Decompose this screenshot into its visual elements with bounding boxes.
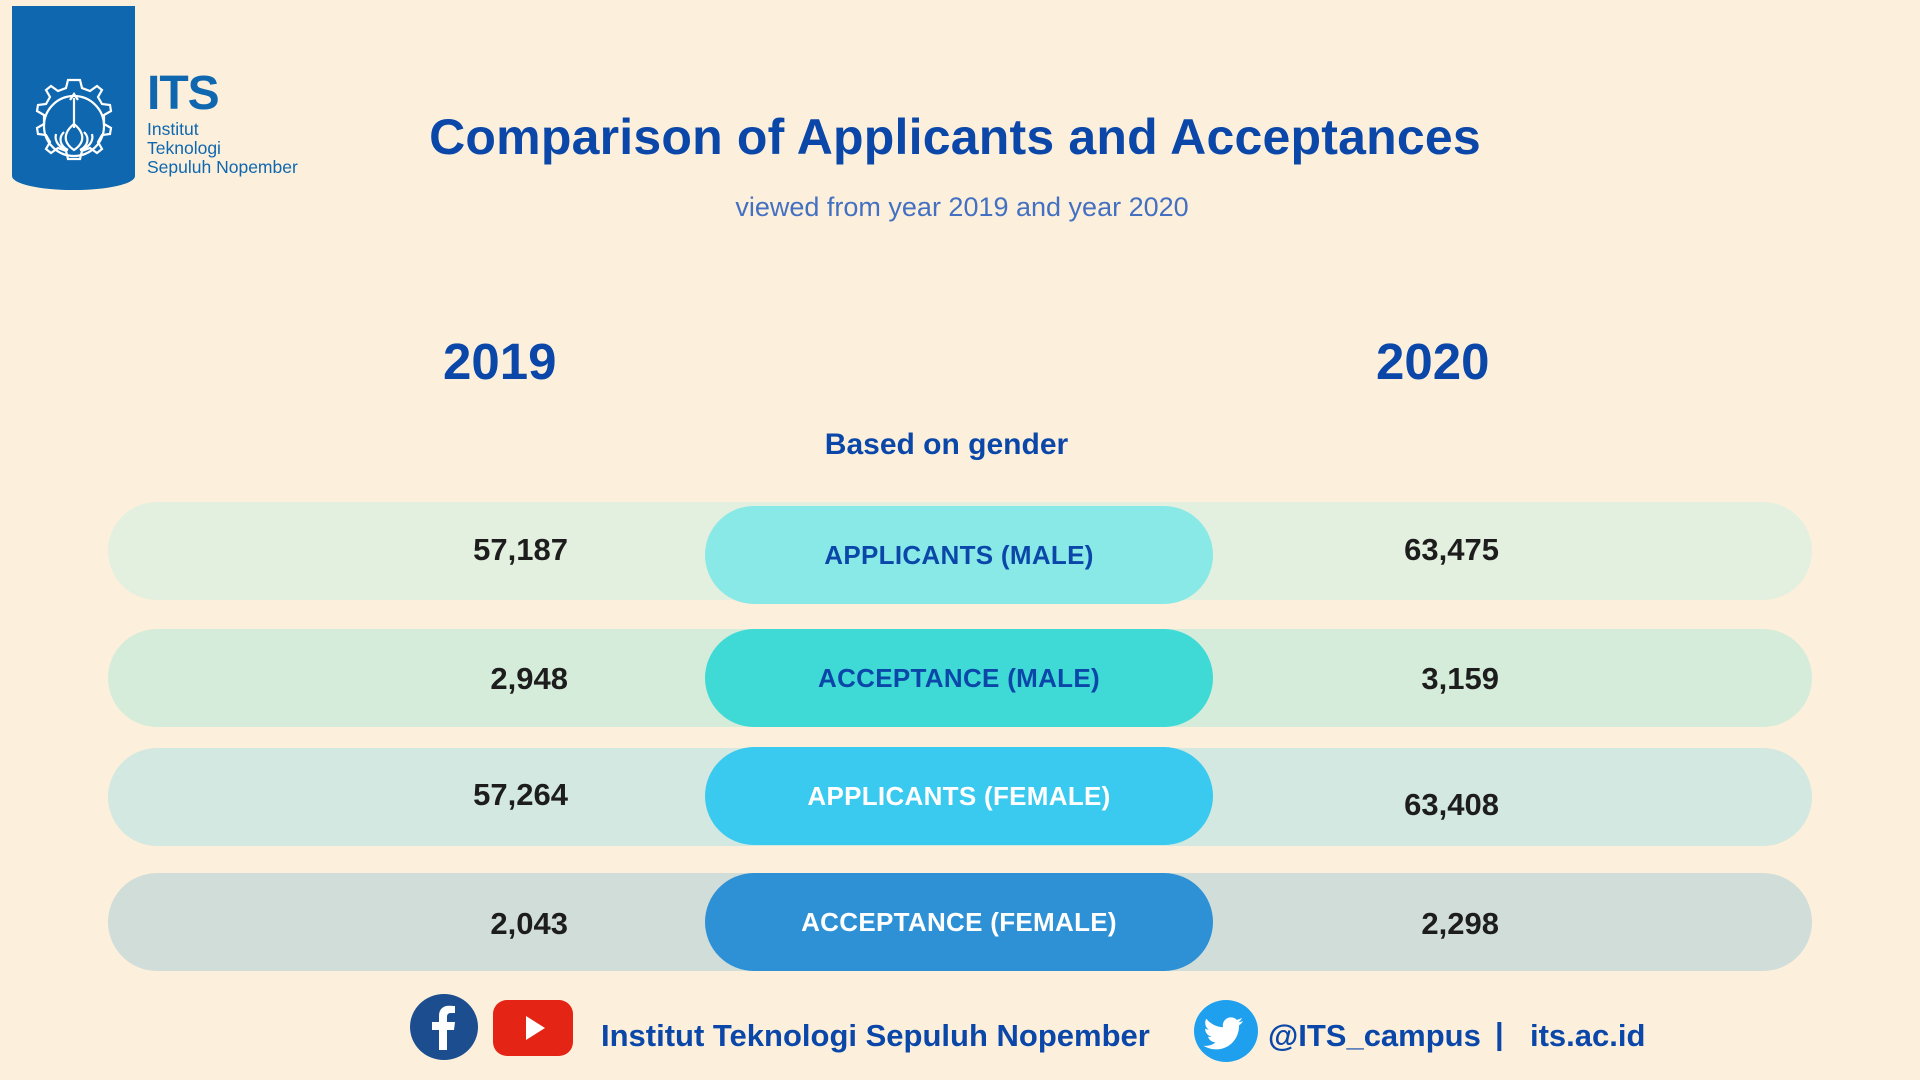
value-2019: 57,187	[473, 532, 568, 567]
year-2019-heading: 2019	[443, 333, 557, 390]
value-2020: 3,159	[1421, 661, 1499, 696]
value-2020: 2,298	[1421, 906, 1499, 941]
value-2020: 63,408	[1404, 787, 1499, 822]
category-pill-applicants-male: APPLICANTS (MALE)	[705, 506, 1213, 604]
value-2020: 63,475	[1404, 532, 1499, 567]
page-subtitle: viewed from year 2019 and year 2020	[735, 192, 1189, 222]
logo-line: Institut	[147, 119, 199, 139]
page-title: Comparison of Applicants and Acceptances	[429, 109, 1481, 165]
footer-separator: |	[1495, 1016, 1504, 1051]
logo-line: Sepuluh Nopember	[147, 157, 298, 177]
value-2019: 2,043	[490, 906, 568, 941]
category-pill-acceptance-female: ACCEPTANCE (FEMALE)	[705, 873, 1213, 971]
its-logo-emblem	[12, 6, 135, 190]
logo-line: Teknologi	[147, 138, 221, 158]
section-label: Based on gender	[824, 428, 1069, 461]
logo-wordmark: ITS	[147, 67, 220, 120]
facebook-icon[interactable]	[410, 994, 478, 1060]
twitter-icon[interactable]	[1194, 1000, 1258, 1062]
twitter-handle[interactable]: @ITS_campus	[1268, 1018, 1481, 1053]
logo-institution-name: Institut Teknologi Sepuluh Nopember	[147, 120, 298, 177]
footer-institution-name: Institut Teknologi Sepuluh Nopember	[601, 1018, 1150, 1053]
youtube-icon[interactable]	[493, 1000, 573, 1056]
value-2019: 2,948	[490, 661, 568, 696]
year-2020-heading: 2020	[1376, 333, 1490, 390]
website-link[interactable]: its.ac.id	[1530, 1018, 1646, 1053]
gear-lotus-icon	[35, 78, 113, 161]
value-2019: 57,264	[473, 777, 568, 812]
category-pill-applicants-female: APPLICANTS (FEMALE)	[705, 747, 1213, 845]
category-pill-acceptance-male: ACCEPTANCE (MALE)	[705, 629, 1213, 727]
